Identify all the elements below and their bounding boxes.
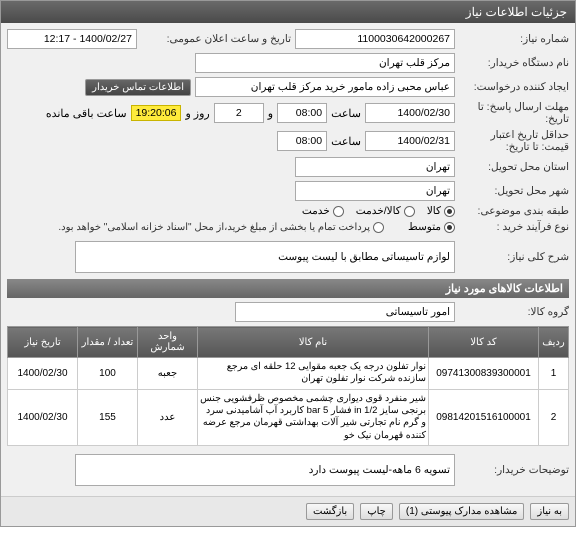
cell-qty: 155 xyxy=(78,389,138,445)
label-remain: ساعت باقی مانده xyxy=(46,107,127,120)
print-button[interactable]: چاپ xyxy=(360,503,393,520)
goto-need-button[interactable]: به نیاز xyxy=(530,503,569,520)
group-field: امور تاسیساتی xyxy=(235,302,455,322)
cell-date: 1400/02/30 xyxy=(8,389,78,445)
label-need-desc: شرح کلی نیاز: xyxy=(459,251,569,263)
label-hour1: ساعت xyxy=(331,107,361,120)
label-hour2: ساعت xyxy=(331,135,361,148)
timer: 19:20:06 xyxy=(131,105,182,121)
label-group: گروه کالا: xyxy=(459,306,569,318)
label-creator: ایجاد کننده درخواست: xyxy=(459,81,569,93)
cell-unit: عدد xyxy=(138,389,198,445)
contact-button[interactable]: اطلاعات تماس خریدار xyxy=(85,79,191,96)
extra-desc-field: تسویه 6 ماهه-لیست پیوست دارد xyxy=(75,454,455,486)
label-need-no: شماره نیاز: xyxy=(459,33,569,45)
window: جزئیات اطلاعات نیاز شماره نیاز: 11000306… xyxy=(0,0,576,527)
table-row: 209814201516100001شیر منفرد قوی دیواری چ… xyxy=(8,389,569,445)
content: شماره نیاز: 1100030642000267 تاریخ و ساع… xyxy=(1,23,575,496)
pay-note: پرداخت تمام یا بخشی از مبلغ خرید،از محل … xyxy=(58,222,370,233)
label-valid: حداقل تاریخ اعتبار قیمت: تا تاریخ: xyxy=(459,129,569,153)
th-row: ردیف xyxy=(539,327,569,358)
valid-time: 08:00 xyxy=(277,131,327,151)
items-table: ردیف کد کالا نام کالا واحد شمارش تعداد /… xyxy=(7,326,569,446)
radio-goods[interactable] xyxy=(444,206,455,217)
th-date: تاریخ نیاز xyxy=(8,327,78,358)
back-button[interactable]: بازگشت xyxy=(306,503,354,520)
label-city: شهر محل تحویل: xyxy=(459,185,569,197)
cell-n: 1 xyxy=(539,358,569,390)
days-left: 2 xyxy=(214,103,264,123)
label-province: استان محل تحویل: xyxy=(459,161,569,173)
cell-name: نوار تفلون درجه یک جعبه مقوایی 12 حلقه ا… xyxy=(198,358,429,390)
label-process: نوع فرآیند خرید : xyxy=(459,221,569,233)
creator-field: عباس محبی زاده مامور خرید مرکز قلب تهران xyxy=(195,77,455,97)
city-field: تهران xyxy=(295,181,455,201)
need-desc-field: لوازم تاسیساتی مطابق با لیست پیوست xyxy=(75,241,455,273)
label-extra: توضیحات خریدار: xyxy=(459,464,569,476)
process-radios: متوسط xyxy=(408,221,455,233)
items-header: اطلاعات کالاهای مورد نیاز xyxy=(7,279,569,298)
province-field: تهران xyxy=(295,157,455,177)
label-announce: تاریخ و ساعت اعلان عمومی: xyxy=(141,33,291,45)
th-unit: واحد شمارش xyxy=(138,327,198,358)
label-category: طبقه بندی موضوعی: xyxy=(459,205,569,217)
announce-field: 1400/02/27 - 12:17 xyxy=(7,29,137,49)
cell-n: 2 xyxy=(539,389,569,445)
label-and: و xyxy=(268,107,273,120)
th-qty: تعداد / مقدار xyxy=(78,327,138,358)
radio-service[interactable] xyxy=(333,206,344,217)
radio-medium[interactable] xyxy=(444,222,455,233)
deadline-time: 08:00 xyxy=(277,103,327,123)
label-buyer: نام دستگاه خریدار: xyxy=(459,57,569,69)
valid-date: 1400/02/31 xyxy=(365,131,455,151)
radio-goods-service[interactable] xyxy=(404,206,415,217)
need-no-field: 1100030642000267 xyxy=(295,29,455,49)
cell-qty: 100 xyxy=(78,358,138,390)
th-name: نام کالا xyxy=(198,327,429,358)
category-radios: کالا کالا/خدمت خدمت xyxy=(302,205,455,217)
label-deadline: مهلت ارسال پاسخ: تا تاریخ: xyxy=(459,101,569,125)
deadline-date: 1400/02/30 xyxy=(365,103,455,123)
cell-date: 1400/02/30 xyxy=(8,358,78,390)
label-day: روز و xyxy=(185,107,209,120)
footer: به نیاز مشاهده مدارک پیوستی (1) چاپ بازگ… xyxy=(1,496,575,526)
cell-code: 09741300839300001 xyxy=(429,358,539,390)
cell-name: شیر منفرد قوی دیواری چشمی مخصوص ظرفشویی … xyxy=(198,389,429,445)
titlebar: جزئیات اطلاعات نیاز xyxy=(1,1,575,23)
buyer-field: مرکز قلب تهران xyxy=(195,53,455,73)
cell-code: 09814201516100001 xyxy=(429,389,539,445)
checkbox-treasury[interactable] xyxy=(373,222,384,233)
attachments-button[interactable]: مشاهده مدارک پیوستی (1) xyxy=(399,503,525,520)
th-code: کد کالا xyxy=(429,327,539,358)
cell-unit: جعبه xyxy=(138,358,198,390)
table-row: 109741300839300001نوار تفلون درجه یک جعب… xyxy=(8,358,569,390)
